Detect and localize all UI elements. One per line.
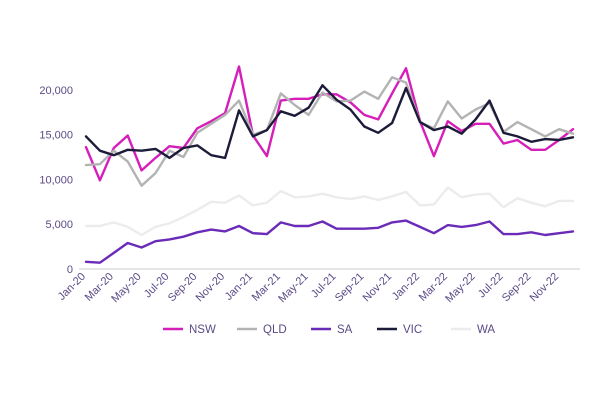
legend-item-nsw: NSW: [163, 324, 216, 336]
series-line-nsw: [84, 65, 575, 182]
legend-item-qld: QLD: [237, 324, 287, 336]
series-line-wa: [84, 186, 575, 237]
axes: 05,00010,00015,00020,000Jan-20Mar-20May-…: [39, 85, 580, 305]
x-tick-label: Sep-20: [166, 271, 200, 305]
legend-label: SA: [337, 324, 353, 336]
x-tick-label: Nov-20: [194, 271, 228, 305]
x-tick-label: Nov-22: [528, 271, 562, 305]
y-tick-label: 10,000: [39, 174, 73, 186]
legend-label: VIC: [403, 324, 422, 336]
x-tick-label: May-21: [276, 271, 310, 305]
x-tick-label: Sep-22: [500, 271, 534, 305]
legend-label: QLD: [263, 324, 287, 336]
x-tick-label: May-22: [443, 271, 477, 305]
y-tick-label: 5,000: [45, 219, 73, 231]
legend: NSW QLD SA VIC WA: [163, 324, 495, 336]
x-tick-label: Sep-21: [333, 271, 367, 305]
legend-item-sa: SA: [311, 324, 353, 336]
x-tick-label: Nov-21: [361, 271, 395, 305]
legend-item-wa: WA: [451, 324, 495, 336]
x-tick-label: Jan-21: [223, 271, 255, 303]
series-line-sa: [84, 219, 575, 264]
series-line-vic: [84, 84, 575, 160]
y-tick-label: 0: [67, 264, 73, 276]
legend-label: NSW: [189, 324, 216, 336]
x-tick-label: May-20: [109, 271, 143, 305]
legend-item-vic: VIC: [377, 324, 422, 336]
y-tick-label: 20,000: [39, 85, 73, 97]
series-lines: [84, 65, 575, 264]
x-tick-label: Jan-22: [390, 271, 422, 303]
y-tick-label: 15,000: [39, 130, 73, 142]
legend-label: WA: [477, 324, 495, 336]
